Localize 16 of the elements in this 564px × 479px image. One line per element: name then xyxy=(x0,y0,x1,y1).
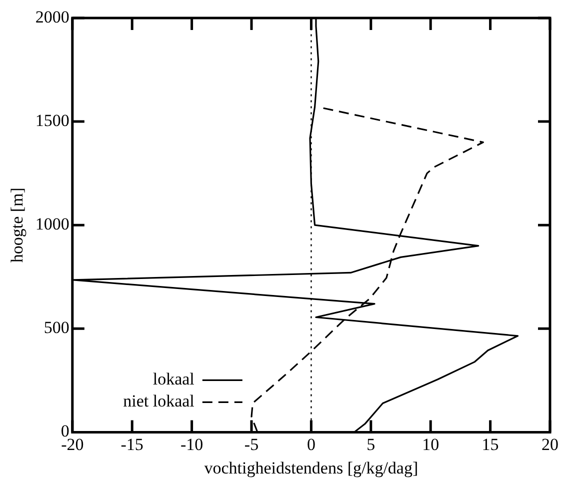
x-tick-label: 5 xyxy=(366,434,376,454)
x-tick-label: 0 xyxy=(306,434,316,454)
x-axis-title: vochtigheidstendens [g/kg/dag] xyxy=(204,458,418,478)
y-tick-label: 2000 xyxy=(35,7,70,26)
y-tick-label: 1000 xyxy=(35,214,70,234)
y-axis-title: hoogte [m] xyxy=(8,188,27,263)
legend-label: lokaal xyxy=(152,370,195,389)
x-tick-label: 20 xyxy=(542,434,558,454)
y-tick-label: 500 xyxy=(44,318,70,338)
x-tick-label: -10 xyxy=(180,434,204,454)
x-tick-label: -5 xyxy=(244,434,259,454)
x-tick-label: -15 xyxy=(120,434,144,454)
x-tick-label: 10 xyxy=(422,434,440,454)
x-tick-label: 15 xyxy=(482,434,499,454)
y-tick-label: 1500 xyxy=(35,111,70,130)
legend-label: niet lokaal xyxy=(123,392,195,411)
